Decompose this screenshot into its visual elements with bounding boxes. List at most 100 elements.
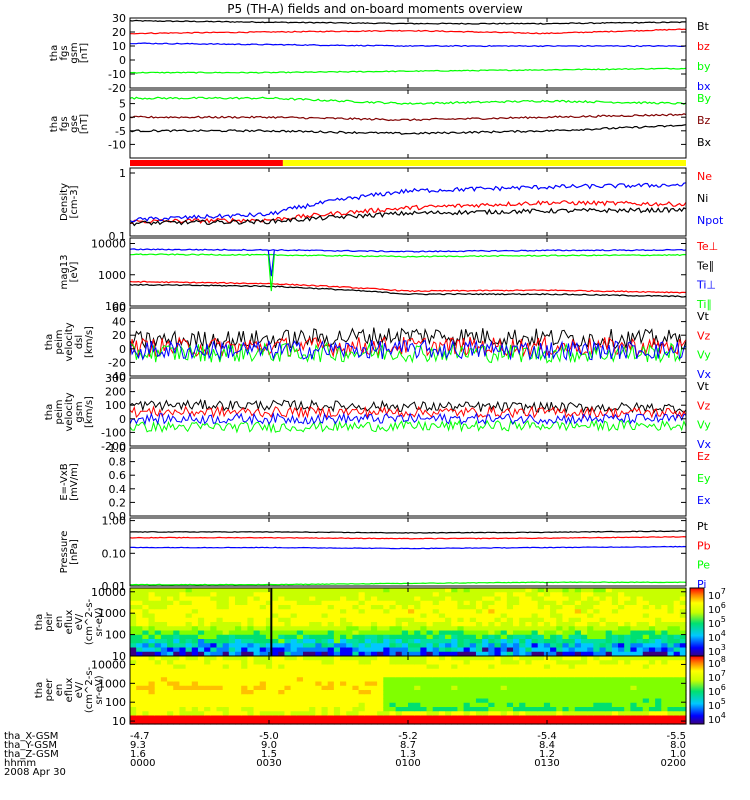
heatmap-cell [327,630,335,636]
heatmap-cell [488,694,496,700]
heatmap-cell [488,596,496,602]
heatmap-cell [426,639,434,644]
heatmap-cell [370,622,378,627]
heatmap-cell [451,711,459,717]
heatmap-cell [445,634,452,640]
heatmap-cell [265,664,273,670]
heatmap-cell [605,698,613,704]
heatmap-cell [290,702,298,708]
heatmap-cell [525,719,533,725]
heatmap-cell [383,698,391,704]
heatmap-cell [179,596,187,602]
heatmap-cell [420,673,428,678]
heatmap-cell [599,694,607,700]
heatmap-cell [216,698,224,704]
heatmap-cell [679,592,687,598]
heatmap-cell [593,711,601,717]
heatmap-cell [661,668,669,674]
heatmap-cell [296,605,304,610]
heatmap-cell [531,651,539,657]
series-line-temperature-2 [129,248,687,253]
heatmap-cell [420,647,428,653]
heatmap-cell [377,647,384,653]
heatmap-cell [414,698,421,704]
heatmap-cell [204,719,211,725]
heatmap-cell [259,588,267,593]
heatmap-cell [587,698,594,704]
heatmap-cell [599,613,607,619]
heatmap-cell [216,690,224,695]
heatmap-cell [290,707,298,712]
heatmap-cell [562,651,570,657]
heatmap-cell [197,702,205,708]
heatmap-cell [463,711,471,717]
heatmap-cell [494,647,502,653]
heatmap-cell [445,600,452,606]
heatmap-cell [451,634,459,640]
ytick-label-fgs_gsm-4: -10 [108,68,126,81]
heatmap-cell [389,626,397,632]
colorbar-tick-peir_spec-3: 104 [708,629,726,644]
heatmap-cell [556,698,564,704]
heatmap-cell [506,622,514,627]
heatmap-cell [408,698,415,704]
heatmap-cell [204,630,211,636]
heatmap-cell [358,647,366,653]
heatmap-cell [475,609,483,615]
heatmap-cell [185,634,193,640]
heatmap-cell [525,651,533,657]
heatmap-cell [593,626,601,632]
heatmap-cell [278,600,286,606]
ytick-label-peim_dsl-5: -40 [108,370,126,383]
heatmap-cell [346,643,353,649]
heatmap-cell [587,690,594,695]
heatmap-cell [197,609,205,615]
heatmap-cell [327,664,335,670]
heatmap-cell [537,690,545,695]
heatmap-cell [259,719,267,725]
heatmap-cell [296,673,304,678]
heatmap-cell [167,656,174,661]
heatmap-cell [562,707,570,712]
heatmap-cell [383,702,391,708]
heatmap-cell [408,702,415,708]
heatmap-cell [216,617,224,623]
heatmap-cell [216,694,224,700]
heatmap-cell [426,685,434,691]
heatmap-cell [185,707,193,712]
heatmap-cell [395,690,403,695]
heatmap-cell [580,711,588,717]
series-line-temperature-0 [129,280,687,294]
heatmap-cell [327,634,335,640]
heatmap-cell [513,664,520,670]
heatmap-cell [142,622,150,627]
heatmap-cell [136,639,143,644]
heatmap-cell [241,677,248,683]
heatmap-cell [469,596,477,602]
heatmap-cell [531,711,539,717]
heatmap-cell [611,719,619,725]
heatmap-cell [580,605,588,610]
heatmap-cell [531,622,539,627]
heatmap-cell [642,715,650,721]
heatmap-cell [401,711,409,717]
heatmap-cell [401,605,409,610]
heatmap-cell [333,694,341,700]
heatmap-cell [167,673,174,678]
heatmap-cell [500,685,508,691]
heatmap-cell [661,647,669,653]
heatmap-cell [636,668,644,674]
heatmap-cell [611,647,619,653]
heatmap-cell [543,643,551,649]
heatmap-cell [673,639,681,644]
heatmap-cell [537,609,545,615]
heatmap-cell [321,702,329,708]
heatmap-cell [550,605,557,610]
heatmap-cell [259,681,267,687]
heatmap-cell [494,596,502,602]
heatmap-cell [290,711,298,717]
heatmap-cell [500,690,508,695]
heatmap-cell [321,664,329,670]
heatmap-cell [593,634,601,640]
heatmap-cell [222,668,230,674]
